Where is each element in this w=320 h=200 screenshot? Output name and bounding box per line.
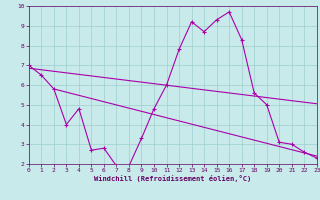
X-axis label: Windchill (Refroidissement éolien,°C): Windchill (Refroidissement éolien,°C) (94, 175, 252, 182)
